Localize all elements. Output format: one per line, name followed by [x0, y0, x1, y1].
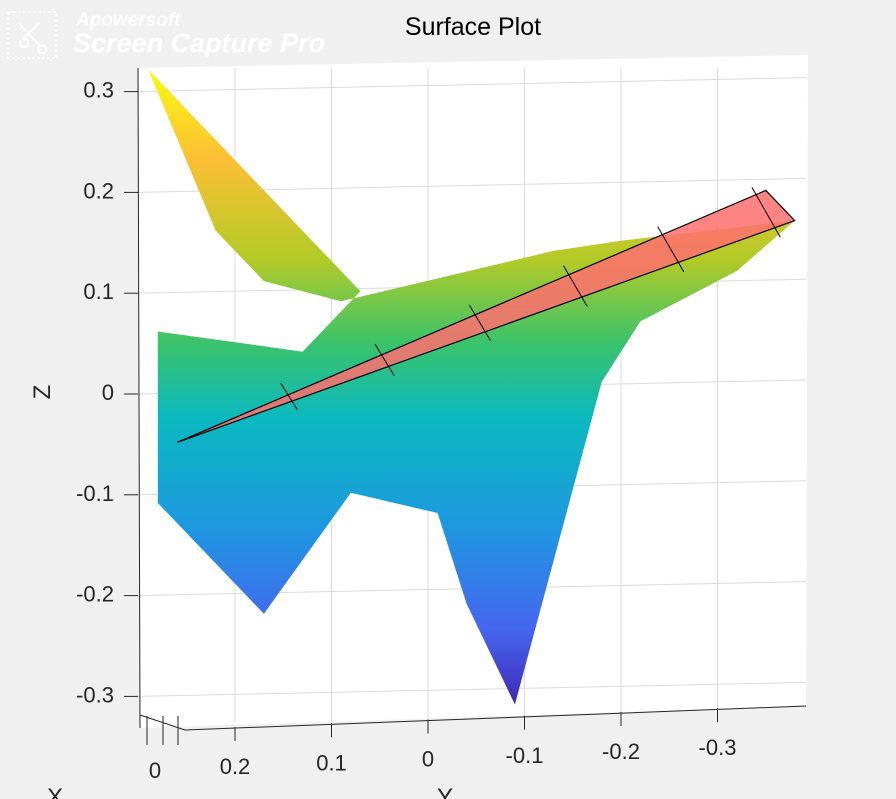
- z-tick-label: 0.1: [83, 279, 114, 304]
- plane-segment-mark: [374, 343, 395, 376]
- y-tick-label: -0.2: [602, 739, 640, 764]
- z-tick-label: -0.2: [76, 582, 114, 607]
- chart-title: Surface Plot: [405, 13, 541, 41]
- watermark: Apowersoft Screen Capture Pro: [7, 10, 325, 59]
- y-axis-line: [184, 705, 807, 731]
- surface-patch: [148, 69, 795, 705]
- z-tick-label: -0.3: [76, 682, 114, 707]
- y-tick-label: 0.1: [316, 750, 347, 775]
- grid-line-z: [137, 681, 807, 697]
- watermark-product: Screen Capture Pro: [73, 28, 325, 58]
- y-tick-label: 0.2: [220, 754, 251, 779]
- grid-line-z: [137, 77, 807, 93]
- z-axis-label: Z: [29, 385, 56, 400]
- plane-segment-mark: [280, 382, 299, 411]
- plane-patch: [176, 189, 796, 443]
- watermark-brand: Apowersoft: [75, 10, 181, 31]
- z-axis-line: [137, 67, 141, 729]
- y-tick-label: -0.3: [699, 735, 737, 760]
- x-axis-label: X: [47, 784, 63, 799]
- z-tick-label: 0.3: [83, 78, 114, 103]
- z-tick-label: 0: [102, 380, 114, 405]
- scissors-pen-icon: [7, 11, 57, 59]
- x-tick-label: 0: [149, 758, 161, 783]
- plane-segment-mark: [751, 187, 781, 238]
- z-tick-label: 0.2: [83, 178, 114, 203]
- ticks: 0.3 0.2 0.1 0 -0.1 -0.2 -0.3 0.2 0.1 0 -0.1 -0.2 -0.…: [76, 78, 736, 783]
- plane-segment-mark: [468, 304, 492, 342]
- plane-segment-marks: [280, 187, 781, 411]
- y-tick-label: -0.1: [506, 743, 544, 768]
- plane-segment-mark: [657, 226, 685, 272]
- y-axis-label: Y: [437, 784, 453, 799]
- z-tick-label: -0.1: [76, 481, 114, 506]
- plane-segment-mark: [563, 265, 588, 307]
- y-tick-label: 0: [422, 747, 434, 772]
